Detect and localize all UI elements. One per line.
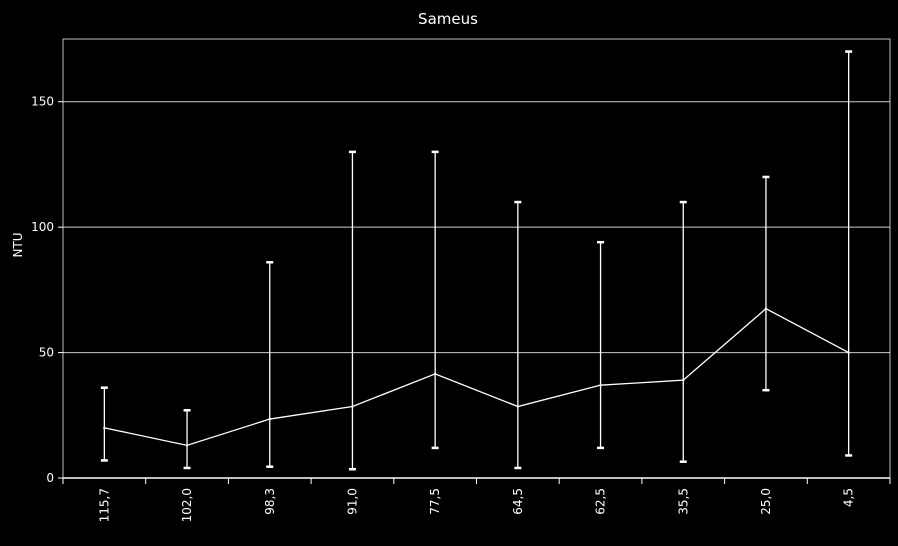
error-bar-7 <box>679 200 687 463</box>
data-point-5 <box>516 405 520 408</box>
series-line <box>103 307 850 447</box>
data-point-0 <box>103 426 106 430</box>
x-tick-label-8: 25,0 <box>759 488 773 515</box>
x-tick-label-4: 77,5 <box>428 488 442 515</box>
axes <box>58 38 891 484</box>
x-tick-label-2: 98,3 <box>263 488 277 515</box>
error-bar-2 <box>266 261 274 468</box>
data-point-1 <box>185 444 189 447</box>
error-bar-3 <box>348 150 356 471</box>
chart-title: Sameus <box>418 10 478 28</box>
x-tick-label-6: 62,5 <box>594 488 608 515</box>
y-tick-label-150: 150 <box>31 95 54 109</box>
y-tick-labels: 0 50 100 150 <box>31 95 54 485</box>
error-bar-5 <box>514 200 522 470</box>
x-tick-label-9: 4,5 <box>842 488 856 507</box>
data-point-2 <box>268 417 271 421</box>
data-point-7 <box>682 378 685 382</box>
error-bar-4 <box>431 150 439 450</box>
error-bar-8 <box>762 175 770 392</box>
x-tick-label-1: 102,0 <box>180 488 194 522</box>
y-tick-label-0: 0 <box>46 471 54 485</box>
data-point-9 <box>847 351 850 354</box>
grid-lines <box>63 101 890 354</box>
x-tick-label-0: 115,7 <box>97 488 111 522</box>
error-bar-0 <box>100 386 108 462</box>
x-tick-label-3: 91,0 <box>345 488 359 515</box>
data-point-4 <box>433 372 437 376</box>
series-polyline <box>104 307 849 447</box>
x-tick-label-5: 64,5 <box>511 488 525 515</box>
error-bars <box>100 50 853 471</box>
x-tick-labels: 115,7 102,0 98,3 91,0 77,5 64,5 62,5 35,5 25,0 4,… <box>97 488 855 522</box>
x-tick-label-7: 35,5 <box>676 488 690 515</box>
data-point-8 <box>764 307 768 310</box>
y-tick-label-50: 50 <box>39 346 54 360</box>
y-axis-label: NTU <box>11 232 25 257</box>
data-point-3 <box>351 405 354 408</box>
y-tick-label-100: 100 <box>31 220 54 234</box>
error-bar-1 <box>183 409 191 470</box>
error-bar-9 <box>845 50 853 457</box>
data-point-6 <box>599 383 602 387</box>
error-bar-6 <box>597 240 605 450</box>
